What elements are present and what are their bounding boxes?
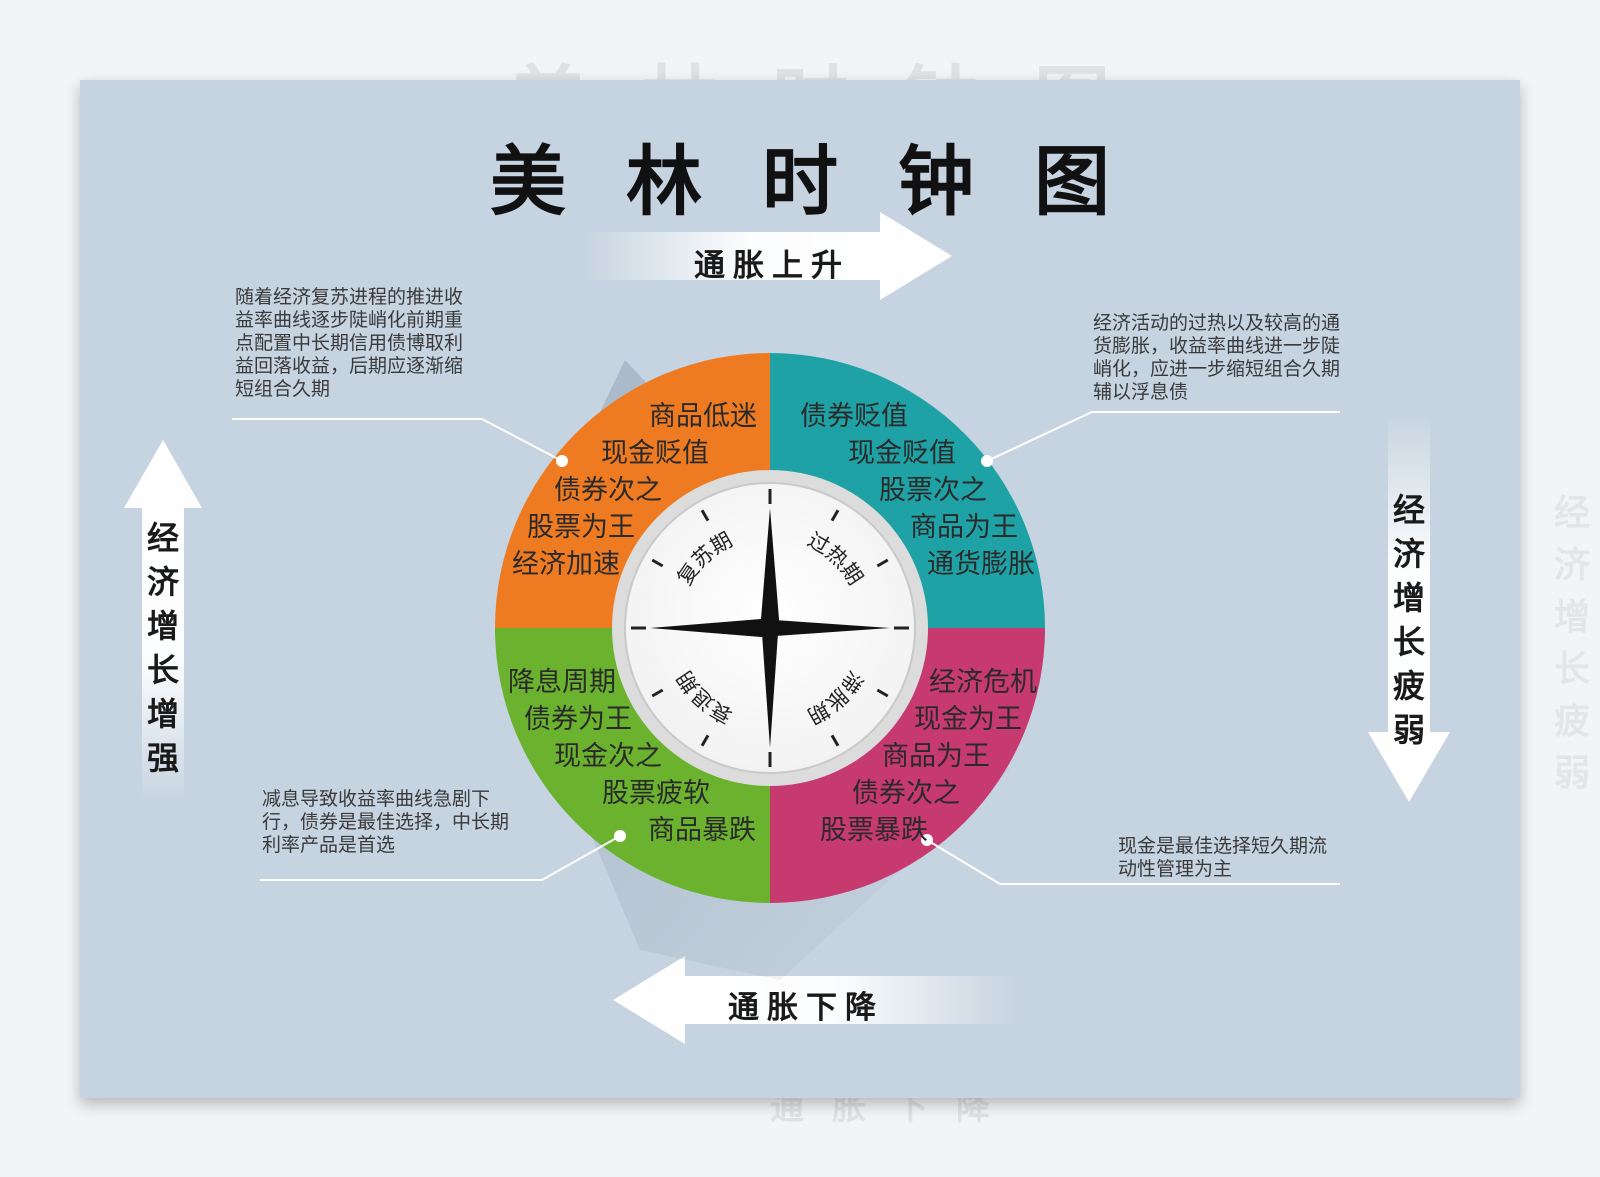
quadrant-line: 债券次之: [852, 778, 960, 809]
quadrant-line: 债券次之: [554, 475, 662, 506]
quadrant-line: 商品为王: [882, 741, 990, 772]
axis-label-inflation-down: 通胀下降: [728, 990, 884, 1026]
leader-dot-bottom-right: [921, 834, 933, 846]
quadrant-line: 现金为王: [914, 704, 1022, 735]
note-bottom-right: 现金是最佳选择短久期流动性管理为主: [1118, 835, 1328, 880]
clock-ticks: [631, 489, 909, 767]
note-top-left: 随着经济复苏进程的推进收益率曲线逐步陡峭化前期重点配置中长期信用债博取利益回落收…: [235, 286, 464, 400]
note-bottom-left: 减息导致收益率曲线急剧下行，债券是最佳选择，中长期利率产品是首选: [262, 788, 510, 856]
clock-tick: [700, 734, 710, 747]
quadrant-line: 通货膨胀: [927, 549, 1035, 580]
quadrant-line: 股票为王: [527, 512, 635, 543]
quadrant-line: 股票疲软: [602, 778, 710, 809]
compass-hub: [765, 623, 775, 633]
clock-tick: [651, 688, 664, 698]
leader-dot-bottom-left: [614, 830, 626, 842]
clock-tick: [700, 509, 710, 522]
diagram-canvas: 复苏期 过热期 滞胀期 衰退期: [124, 212, 1450, 1044]
clock-tick: [830, 734, 840, 747]
quadrant-line: 债券为王: [524, 704, 632, 735]
arrow-growth-down: [1368, 410, 1450, 802]
leader-line-bottom-left: [260, 835, 621, 881]
quadrant-line: 股票暴跌: [820, 815, 928, 846]
clock-tick: [876, 558, 889, 568]
quadrant-text-bottom-right: 经济危机 现金为王 商品为王 债券次之 股票暴跌: [780, 664, 1040, 849]
quadrant-text-top-left: 商品低迷 现金贬值 债券次之 股票为王 经济加速: [512, 398, 757, 583]
leader-dot-top-left: [556, 455, 568, 467]
leader-line-top-left: [232, 418, 563, 462]
quadrant-text-bottom-left: 降息周期 债券为王 现金次之 股票疲软 商品暴跌: [508, 664, 768, 849]
leader-line-bottom-right: [926, 839, 1340, 885]
quadrant-line: 经济危机: [929, 667, 1037, 698]
axis-label-growth-down: 经济增长疲弱: [1392, 491, 1425, 749]
arrow-growth-up: [124, 440, 202, 805]
quadrant-line: 商品为王: [910, 512, 1018, 543]
leader-dot-top-right: [981, 455, 993, 467]
clock-tick: [651, 558, 664, 568]
quadrant-line: 债券贬值: [800, 401, 908, 432]
leader-line-top-right: [986, 411, 1340, 462]
clock-tick: [830, 509, 840, 522]
quadrant-line: 现金次之: [554, 741, 662, 772]
quadrant-line: 商品低迷: [649, 401, 757, 432]
arrow-inflation-up: [580, 212, 952, 300]
quadrant-line: 经济加速: [512, 549, 620, 580]
axis-label-growth-up: 经济增长增强: [146, 519, 179, 777]
note-top-right: 经济活动的过热以及较高的通货膨胀，收益率曲线进一步陡峭化，应进一步缩短组合久期辅…: [1093, 312, 1341, 403]
background-ghost-side-label: 经济增长疲弱: [1553, 493, 1590, 794]
clock-tick: [876, 688, 889, 698]
axis-label-inflation-up: 通胀上升: [694, 248, 850, 284]
arrow-inflation-down: [613, 956, 1020, 1044]
quadrant-text-top-right: 债券贬值 现金贬值 股票次之 商品为王 通货膨胀: [800, 398, 1060, 583]
quadrant-line: 商品暴跌: [648, 815, 756, 846]
page-title: 美林时钟图: [490, 137, 1170, 226]
quadrant-line: 降息周期: [508, 667, 616, 698]
quadrant-line: 现金贬值: [601, 438, 709, 469]
diagram-board: 复苏期 过热期 滞胀期 衰退期 美林时钟图 通胀上升 通胀下降 经济增长增强 经…: [80, 80, 1520, 1098]
quadrant-line: 股票次之: [879, 475, 987, 506]
quadrant-line: 现金贬值: [848, 438, 956, 469]
